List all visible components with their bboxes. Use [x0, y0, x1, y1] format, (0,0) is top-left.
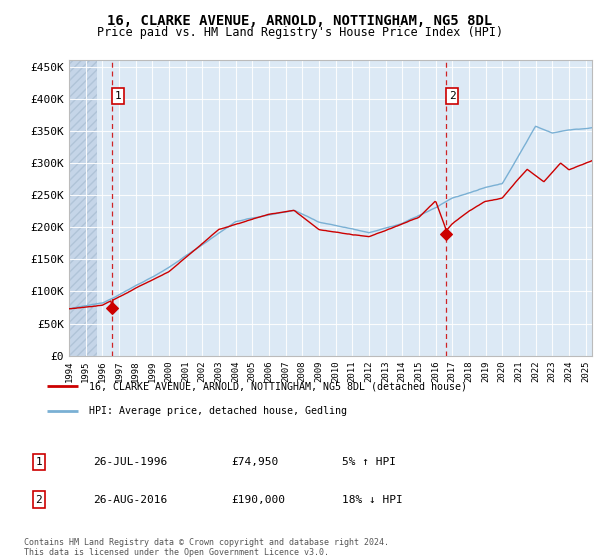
Text: 26-AUG-2016: 26-AUG-2016	[93, 494, 167, 505]
Text: 2: 2	[449, 91, 455, 101]
Text: 1: 1	[35, 457, 43, 467]
Text: Contains HM Land Registry data © Crown copyright and database right 2024.
This d: Contains HM Land Registry data © Crown c…	[24, 538, 389, 557]
Text: £74,950: £74,950	[231, 457, 278, 467]
Point	[442, 229, 451, 238]
Text: 16, CLARKE AVENUE, ARNOLD, NOTTINGHAM, NG5 8DL (detached house): 16, CLARKE AVENUE, ARNOLD, NOTTINGHAM, N…	[89, 381, 467, 391]
Text: £190,000: £190,000	[231, 494, 285, 505]
Text: 26-JUL-1996: 26-JUL-1996	[93, 457, 167, 467]
Text: 16, CLARKE AVENUE, ARNOLD, NOTTINGHAM, NG5 8DL: 16, CLARKE AVENUE, ARNOLD, NOTTINGHAM, N…	[107, 14, 493, 28]
Text: 18% ↓ HPI: 18% ↓ HPI	[342, 494, 403, 505]
Text: 5% ↑ HPI: 5% ↑ HPI	[342, 457, 396, 467]
Text: 1: 1	[115, 91, 121, 101]
Text: HPI: Average price, detached house, Gedling: HPI: Average price, detached house, Gedl…	[89, 406, 347, 416]
Text: Price paid vs. HM Land Registry's House Price Index (HPI): Price paid vs. HM Land Registry's House …	[97, 26, 503, 39]
Bar	[69, 60, 97, 356]
Point	[107, 303, 116, 312]
Text: 2: 2	[35, 494, 43, 505]
